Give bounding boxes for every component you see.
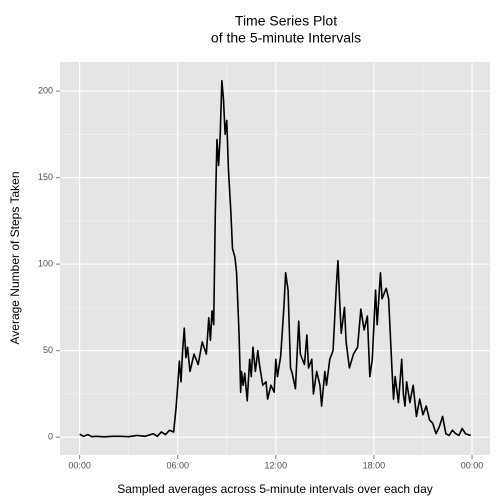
series-line bbox=[79, 79, 471, 438]
y-axis-label: Average Number of Steps Taken bbox=[8, 172, 22, 345]
y-tick-label: 100 bbox=[38, 258, 53, 268]
y-tick-label: 0 bbox=[48, 432, 53, 442]
y-tick-label: 50 bbox=[43, 345, 53, 355]
y-tick-label: 150 bbox=[38, 172, 53, 182]
x-tick-label: 06:00 bbox=[166, 460, 189, 470]
y-tick-label: 200 bbox=[38, 85, 53, 95]
plot-panel bbox=[60, 62, 490, 455]
chart-title: Time Series Plot bbox=[235, 13, 337, 29]
x-tick-label: 00:00 bbox=[68, 460, 91, 470]
x-tick-label: 18:00 bbox=[363, 460, 386, 470]
x-tick-label: 12:00 bbox=[265, 460, 288, 470]
x-tick-label: 00:00 bbox=[461, 460, 484, 470]
chart-title: of the 5-minute Intervals bbox=[211, 30, 361, 46]
x-axis-label: Sampled averages across 5-minute interva… bbox=[117, 482, 433, 496]
